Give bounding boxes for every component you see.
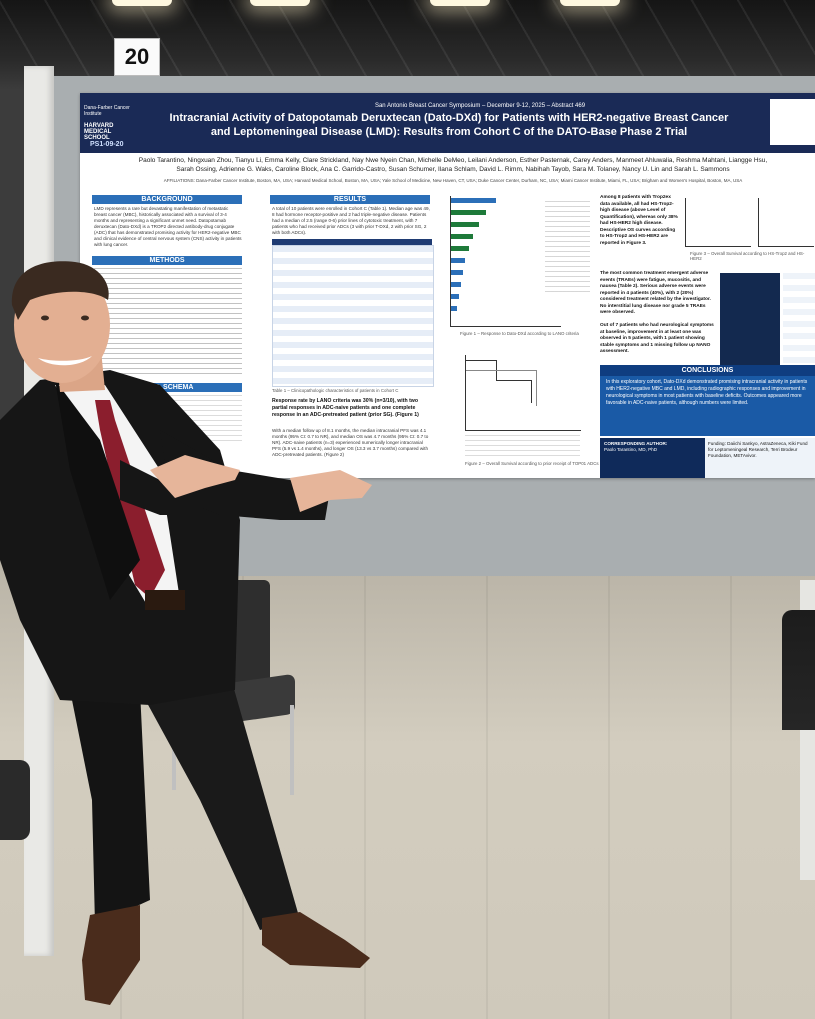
swimmer-bar (451, 246, 469, 251)
swimmer-bar (451, 294, 459, 299)
poster-header (80, 93, 815, 153)
poster-title: Intracranial Activity of Datopotamab Der… (104, 111, 794, 139)
ceiling-light (430, 0, 490, 6)
swimmer-bar (451, 258, 465, 263)
neuro-text: Out of 7 patients who had neurological s… (600, 323, 714, 354)
methods-heading: METHODS (92, 256, 242, 265)
funding-text: Funding: Daiichi Sankyo, AstraZeneca, Ki… (708, 441, 808, 458)
bystander-legs (782, 610, 815, 730)
dana-farber-logo: Dana-Farber Cancer Institute (84, 105, 130, 117)
swimmer-bar (451, 210, 486, 215)
chair-leg (172, 730, 176, 790)
meeting-line: San Antonio Breast Cancer Symposium – De… (374, 103, 586, 109)
title-line-2: and Leptomeningeal Disease (LMD): Result… (210, 126, 688, 138)
km-step (466, 370, 537, 406)
trial-schema-heading: TRIAL SCHEMA (92, 383, 242, 392)
swimmer-legend (545, 201, 590, 296)
chair-leg (290, 705, 294, 795)
swimmer-bar (451, 222, 479, 227)
km-plot-her2 (758, 198, 814, 247)
table1-caption: Table 1 – Clinicopathologic characterist… (272, 388, 399, 393)
results-text: A total of 10 patients were enrolled in … (272, 206, 430, 235)
corresponding-author-name: Paolo Tarantino, MD, PhD (604, 447, 658, 452)
risk-table (465, 435, 580, 457)
background-text: LMD represents a rare but devastating ma… (94, 206, 242, 247)
ceiling-light (560, 0, 620, 6)
background-heading: BACKGROUND (92, 195, 242, 204)
pfs-text: With a median follow up of 8.1 months, t… (272, 428, 429, 457)
km-step (496, 380, 532, 403)
conclusions-heading: CONCLUSIONS (600, 365, 815, 376)
harvard-logo: HARVARD MEDICAL SCHOOL (84, 123, 114, 141)
poster: Dana-Farber Cancer Institute HARVARD MED… (80, 93, 815, 478)
table2-values (783, 273, 815, 368)
conclusions-box (600, 376, 815, 436)
ceiling-light (112, 0, 172, 6)
ceiling-light (250, 0, 310, 6)
authors: Paolo Tarantino, Ningxuan Zhou, Tianyu L… (108, 156, 798, 174)
tissue-text: Among 8 patients with Trop2ex data avail… (600, 195, 678, 246)
figure2-caption: Figure 2 – Overall Survival according to… (465, 461, 599, 466)
board-number: 20 (114, 38, 160, 76)
swimmer-bar (451, 282, 461, 287)
swimmer-plot (450, 196, 561, 327)
institution-logos (770, 99, 815, 145)
corresponding-author-label: CORRESPONDING AUTHOR: (604, 441, 668, 446)
response-text: Response rate by LANO criteria was 30% (… (272, 398, 419, 418)
swimmer-bar (451, 234, 473, 239)
authors-line-1: Paolo Tarantino, Ningxuan Zhou, Tianyu L… (138, 157, 768, 164)
chair-left (0, 760, 30, 840)
corresponding-author: CORRESPONDING AUTHOR: Paolo Tarantino, M… (604, 441, 704, 453)
results-heading: RESULTS (270, 195, 430, 204)
conclusions-text: In this exploratory cohort, Dato-DXd dem… (606, 379, 808, 406)
swimmer-bar (451, 270, 463, 275)
affiliations: AFFILIATIONS: Dana-Farber Cancer Institu… (163, 178, 743, 183)
table1 (272, 245, 434, 387)
teae-text: The most common treatment emergent adver… (600, 271, 711, 315)
methods-text (94, 268, 242, 378)
km-plot-trop2 (685, 198, 751, 247)
table2-labels (720, 273, 780, 368)
authors-line-2: Sarah Ossing, Adrienne G. Waks, Caroline… (176, 166, 730, 173)
figure1-caption: Figure 1 – Response to Dato-DXd accordin… (460, 331, 579, 336)
corresponding-author-box (600, 438, 705, 478)
poster-id: PS1-09-20 (90, 141, 124, 148)
funding-box (705, 438, 815, 478)
table1-header (272, 239, 432, 245)
swimmer-bar (451, 306, 457, 311)
survival-plot (465, 355, 581, 431)
figure3-caption: Figure 3 – Overall Survival according to… (690, 251, 805, 261)
title-line-1: Intracranial Activity of Datopotamab Der… (169, 112, 729, 124)
swimmer-bar (451, 198, 496, 203)
